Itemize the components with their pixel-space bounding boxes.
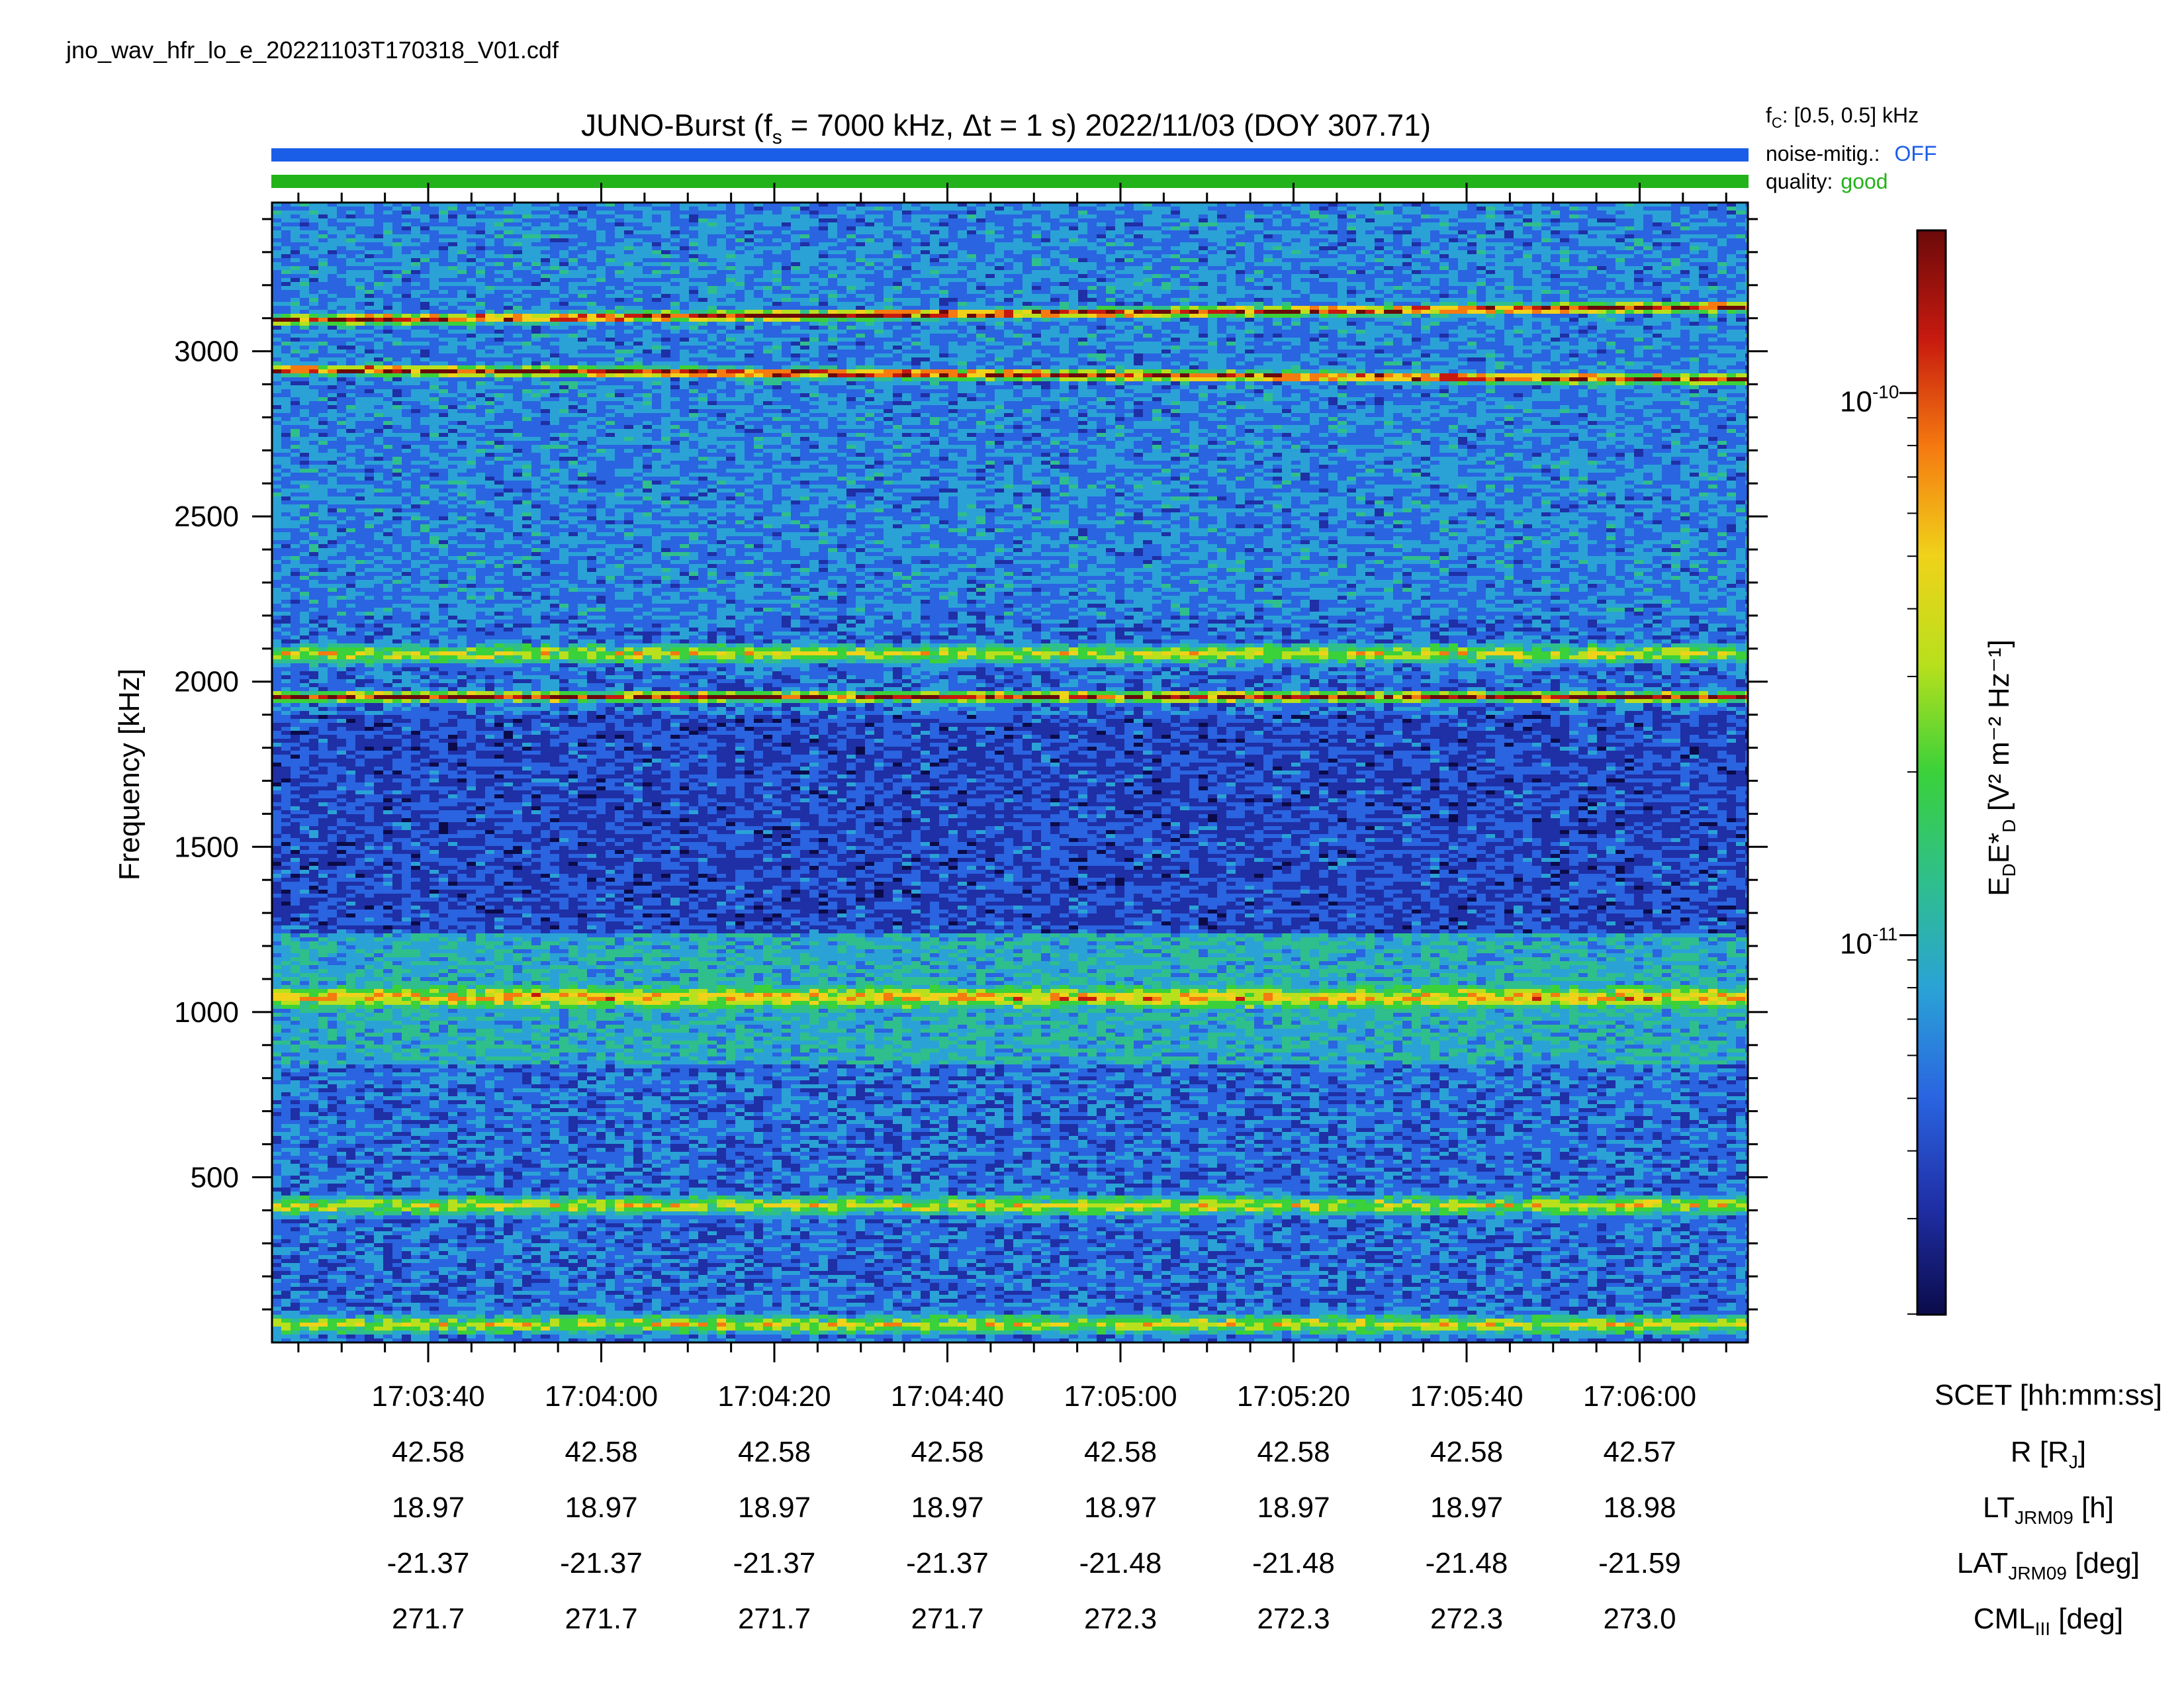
- ephemeris-value: 42.58: [1430, 1436, 1503, 1468]
- ephemeris-value: 271.7: [392, 1603, 465, 1635]
- x-tick-label: 17:04:40: [891, 1380, 1004, 1413]
- y-axis-label: Frequency [kHz]: [113, 669, 146, 880]
- ephemeris-value: 272.3: [1430, 1603, 1503, 1635]
- ephemeris-value: -21.59: [1598, 1547, 1681, 1579]
- fc-label: fC: [0.5, 0.5] kHz: [1766, 103, 1919, 131]
- ephemeris-row-label: R [RJ]: [2011, 1436, 2086, 1472]
- noise-mitigation-bar: [271, 148, 1749, 162]
- ephemeris-row-label: CMLIII [deg]: [1974, 1603, 2123, 1639]
- colorbar-ticks: 10-10 10-11: [1840, 382, 1917, 1314]
- ephemeris-value: 42.58: [392, 1436, 465, 1468]
- title-fs-sub: s: [772, 126, 782, 148]
- ephemeris-value: 42.58: [911, 1436, 983, 1468]
- ephemeris-value: 18.97: [1257, 1491, 1330, 1524]
- ephemeris-value: 271.7: [565, 1603, 637, 1635]
- plot-title: JUNO-Burst (fs = 7000 kHz, Δt = 1 s) 202…: [581, 108, 1431, 148]
- x-tick-label: 17:04:00: [545, 1380, 658, 1413]
- colorbar: [1917, 230, 1946, 1315]
- quality-label: quality: good: [1766, 169, 1888, 193]
- colorbar-label: EDE*D [V² m⁻² Hz⁻¹]: [1983, 639, 2019, 896]
- noise-mitigation-value: OFF: [1895, 142, 1937, 165]
- y-tick-label: 2000: [174, 666, 239, 698]
- ephemeris-value: -21.48: [1426, 1547, 1508, 1579]
- ephemeris-value: 18.97: [738, 1491, 811, 1524]
- spectrogram-heatmap: [272, 203, 1754, 1342]
- x-tick-label: 17:04:20: [717, 1380, 831, 1413]
- ephemeris-value: 18.97: [1084, 1491, 1157, 1524]
- ephemeris-value: 18.97: [392, 1491, 465, 1524]
- ephemeris-value: -21.37: [387, 1547, 470, 1579]
- ephemeris-value: 42.58: [738, 1436, 811, 1468]
- x-tick-label: 17:06:00: [1583, 1380, 1696, 1413]
- ephemeris-value: -21.37: [906, 1547, 989, 1579]
- y-tick-label: 1000: [174, 996, 239, 1029]
- ephemeris-value: 18.97: [911, 1491, 983, 1524]
- noise-mitigation-label: noise-mitig.: OFF: [1766, 142, 1936, 165]
- ephemeris-value: 273.0: [1603, 1603, 1676, 1635]
- ephemeris-value: -21.48: [1079, 1547, 1162, 1579]
- ephemeris-value: -21.37: [733, 1547, 816, 1579]
- y-tick-label: 3000: [174, 336, 239, 368]
- ephemeris-value: -21.48: [1252, 1547, 1335, 1579]
- y-tick-label: 1500: [174, 831, 239, 863]
- ephemeris-value: 272.3: [1257, 1603, 1330, 1635]
- colorbar-tick-label: 10-11: [1840, 924, 1897, 961]
- quality-value: good: [1841, 169, 1888, 193]
- title-fs-value: = 7000 kHz, Δt = 1 s) 2022/11/03 (DOY 30…: [782, 108, 1431, 142]
- colorbar-tick-label: 10-10: [1840, 382, 1899, 418]
- ephemeris-value: 271.7: [738, 1603, 811, 1635]
- ephemeris-row-label: LTJRM09 [h]: [1983, 1491, 2114, 1528]
- x-tick-label: 17:05:40: [1410, 1380, 1523, 1413]
- y-tick-label: 2500: [174, 500, 239, 533]
- ephemeris-value: 42.58: [1084, 1436, 1157, 1468]
- x-tick-label: 17:05:20: [1237, 1380, 1350, 1413]
- ephemeris-value: 272.3: [1084, 1603, 1157, 1635]
- ephemeris-value: -21.37: [560, 1547, 643, 1579]
- ephemeris-table: 42.58 42.58 42.58 42.58 42.58 42.58 42.58 42.57…: [387, 1436, 2140, 1639]
- ephemeris-value: 271.7: [911, 1603, 983, 1635]
- ephemeris-value: 18.98: [1603, 1491, 1676, 1524]
- ephemeris-value: 42.57: [1603, 1436, 1676, 1468]
- ephemeris-value: 18.97: [565, 1491, 637, 1524]
- x-tick-label: 17:03:40: [371, 1380, 484, 1413]
- ephemeris-value: 42.58: [565, 1436, 637, 1468]
- ephemeris-value: 18.97: [1430, 1491, 1503, 1524]
- quality-bar: [271, 175, 1749, 188]
- x-axis-label: SCET [hh:mm:ss]: [1934, 1379, 2162, 1411]
- y-tick-label: 500: [191, 1161, 239, 1194]
- title-prefix: JUNO-Burst (f: [581, 108, 772, 142]
- ephemeris-value: 42.58: [1257, 1436, 1330, 1468]
- ephemeris-row-label: LATJRM09 [deg]: [1957, 1547, 2140, 1583]
- filename-label: jno_wav_hfr_lo_e_20221103T170318_V01.cdf: [66, 36, 559, 64]
- x-tick-label: 17:05:00: [1064, 1380, 1177, 1413]
